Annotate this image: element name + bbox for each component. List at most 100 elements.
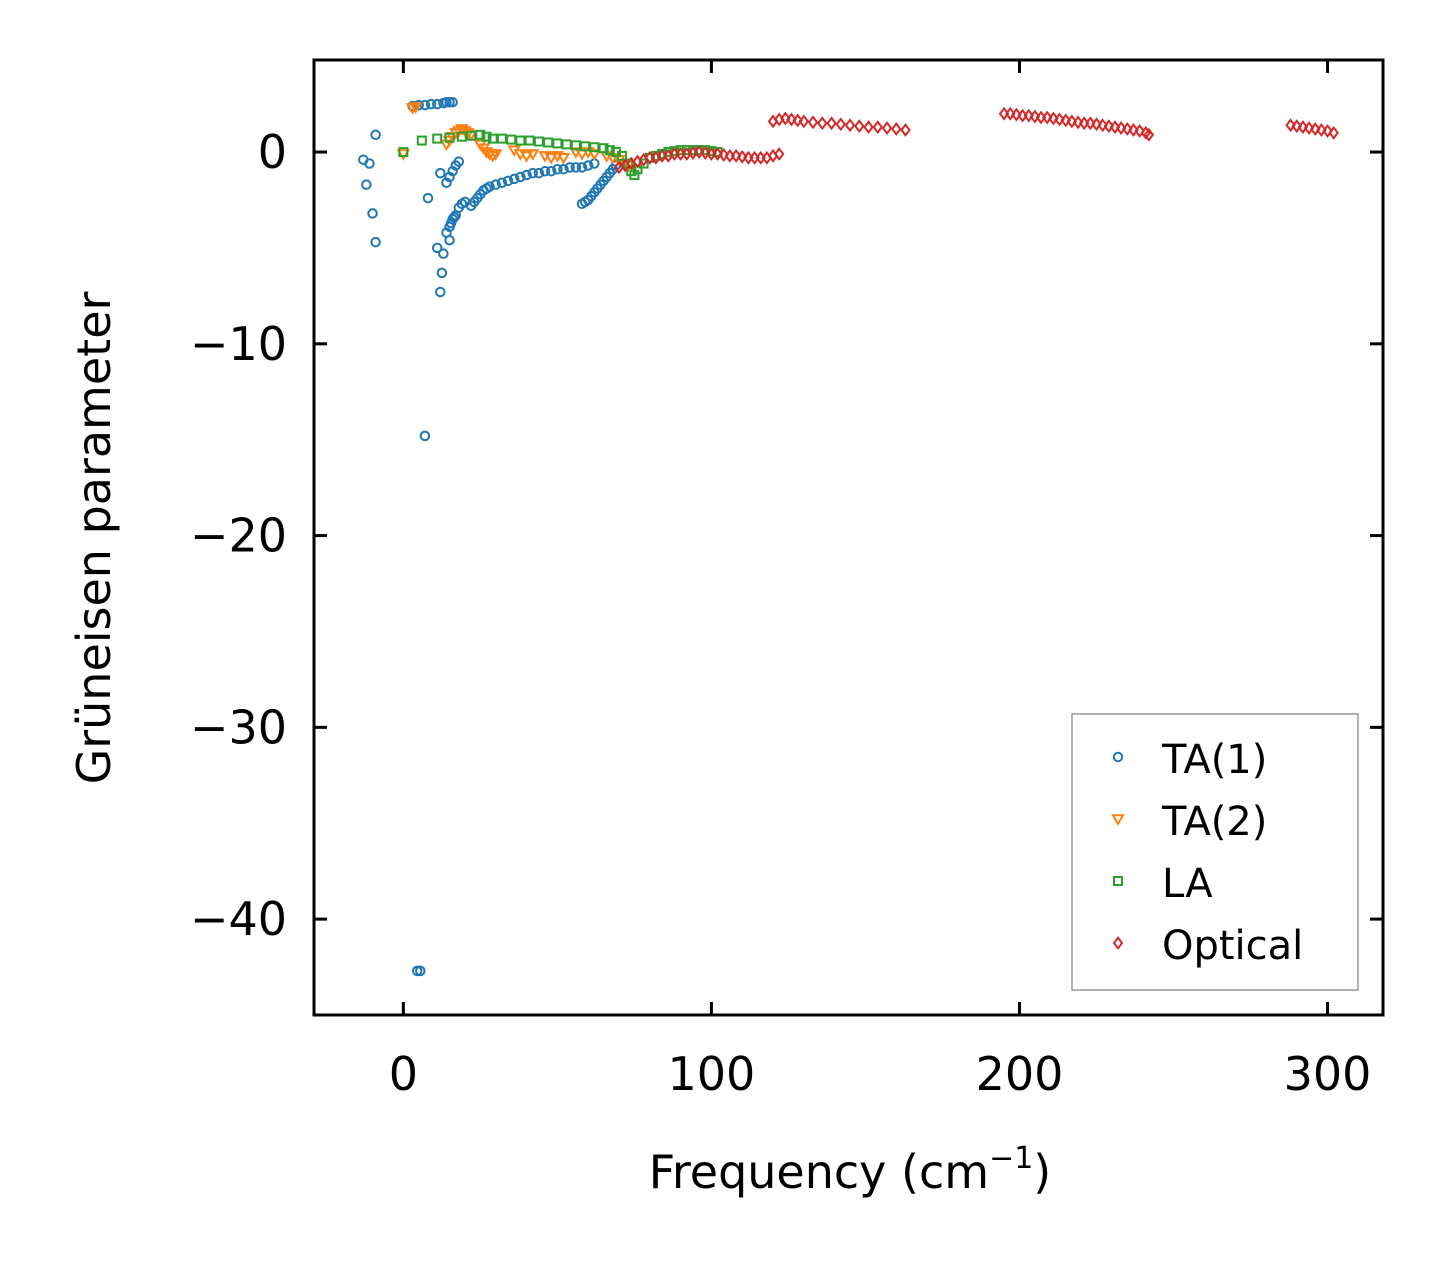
data-point bbox=[844, 118, 856, 133]
y-tick-label: −30 bbox=[190, 700, 287, 754]
legend-label-ta1: TA(1) bbox=[1161, 737, 1267, 783]
data-point bbox=[448, 211, 460, 223]
data-point bbox=[367, 208, 378, 219]
data-point bbox=[438, 248, 449, 259]
data-point bbox=[396, 149, 411, 161]
data-point bbox=[1303, 121, 1315, 135]
data-point bbox=[482, 149, 497, 161]
data-point bbox=[1109, 120, 1121, 135]
series-ta-2 bbox=[396, 102, 635, 173]
data-point bbox=[835, 117, 847, 132]
data-point bbox=[1072, 115, 1084, 130]
data-point bbox=[453, 156, 465, 167]
data-point bbox=[496, 177, 508, 188]
data-point bbox=[598, 143, 609, 154]
data-point bbox=[798, 114, 810, 129]
data-point bbox=[361, 179, 372, 190]
data-point bbox=[515, 171, 526, 183]
data-point bbox=[489, 149, 503, 161]
data-point bbox=[780, 111, 791, 126]
data-point bbox=[718, 148, 729, 162]
data-point bbox=[524, 135, 535, 146]
data-point bbox=[1091, 117, 1102, 132]
y-tick-label: 0 bbox=[258, 125, 287, 179]
data-point bbox=[1085, 116, 1096, 131]
data-point bbox=[1128, 123, 1139, 137]
data-point bbox=[456, 131, 467, 142]
data-point bbox=[576, 162, 588, 173]
data-point bbox=[552, 164, 563, 175]
x-axis-label: Frequency (cm−1) bbox=[649, 1141, 1052, 1199]
data-point bbox=[826, 116, 837, 131]
data-point bbox=[533, 167, 545, 179]
ticks-layer: 0 100 200 300 0 −10 −20 −30 −40 bbox=[190, 60, 1383, 1101]
data-point bbox=[431, 98, 443, 110]
data-point bbox=[570, 162, 582, 173]
data-point bbox=[792, 113, 803, 128]
legend: TA(1) TA(2) LA Optical bbox=[1071, 713, 1359, 991]
data-point bbox=[539, 165, 551, 177]
data-point bbox=[900, 123, 911, 137]
data-point bbox=[1011, 107, 1022, 122]
data-point bbox=[570, 140, 581, 151]
x-tick-label: 100 bbox=[668, 1047, 756, 1101]
data-point bbox=[1054, 112, 1065, 127]
y-axis-label: Grüneisen parameter bbox=[67, 291, 121, 784]
data-point bbox=[1291, 119, 1302, 134]
data-point bbox=[545, 165, 557, 177]
data-point bbox=[558, 164, 569, 175]
legend-marker-1 bbox=[1112, 751, 1124, 763]
data-point bbox=[515, 135, 526, 146]
data-point bbox=[872, 120, 884, 135]
data-point bbox=[370, 129, 381, 141]
y-tick-label: −10 bbox=[190, 317, 287, 371]
data-point bbox=[881, 121, 893, 135]
legend-marker-4 bbox=[1112, 936, 1124, 950]
data-point bbox=[435, 286, 446, 298]
data-point bbox=[475, 129, 486, 140]
series-optical bbox=[613, 106, 1339, 175]
data-point bbox=[543, 137, 554, 148]
data-point bbox=[712, 147, 723, 161]
data-point bbox=[1297, 120, 1309, 135]
y-tick-label: −20 bbox=[190, 509, 287, 563]
legend-marker-2 bbox=[1111, 814, 1125, 826]
x-tick-label: 0 bbox=[389, 1047, 418, 1101]
marks-layer bbox=[358, 96, 1339, 977]
data-point bbox=[447, 96, 458, 108]
data-point bbox=[807, 115, 819, 130]
y-tick-label: −40 bbox=[190, 892, 287, 946]
legend-label-optical: Optical bbox=[1162, 923, 1303, 969]
data-point bbox=[422, 192, 434, 204]
data-point bbox=[398, 147, 409, 158]
data-point bbox=[1115, 121, 1127, 135]
data-point bbox=[1316, 123, 1327, 137]
data-point bbox=[1322, 124, 1333, 138]
data-point bbox=[854, 119, 865, 134]
data-point bbox=[419, 430, 431, 442]
data-point bbox=[364, 158, 375, 169]
data-point bbox=[436, 267, 448, 279]
data-point bbox=[1060, 113, 1071, 128]
data-point bbox=[1285, 118, 1296, 133]
data-point bbox=[431, 242, 443, 254]
data-point bbox=[552, 138, 563, 149]
data-point bbox=[1309, 122, 1321, 136]
x-tick-label: 200 bbox=[976, 1047, 1064, 1101]
data-point bbox=[561, 139, 572, 150]
data-point bbox=[1328, 125, 1339, 140]
data-point bbox=[415, 965, 426, 977]
legend-label-la: LA bbox=[1162, 861, 1213, 907]
data-point bbox=[1066, 114, 1078, 129]
data-point bbox=[502, 175, 514, 187]
data-point bbox=[432, 133, 443, 144]
x-tick-label: 300 bbox=[1284, 1047, 1372, 1101]
data-point bbox=[564, 162, 575, 173]
data-point bbox=[533, 136, 544, 147]
data-point bbox=[408, 102, 423, 114]
data-point bbox=[425, 98, 437, 110]
data-point bbox=[580, 141, 591, 152]
